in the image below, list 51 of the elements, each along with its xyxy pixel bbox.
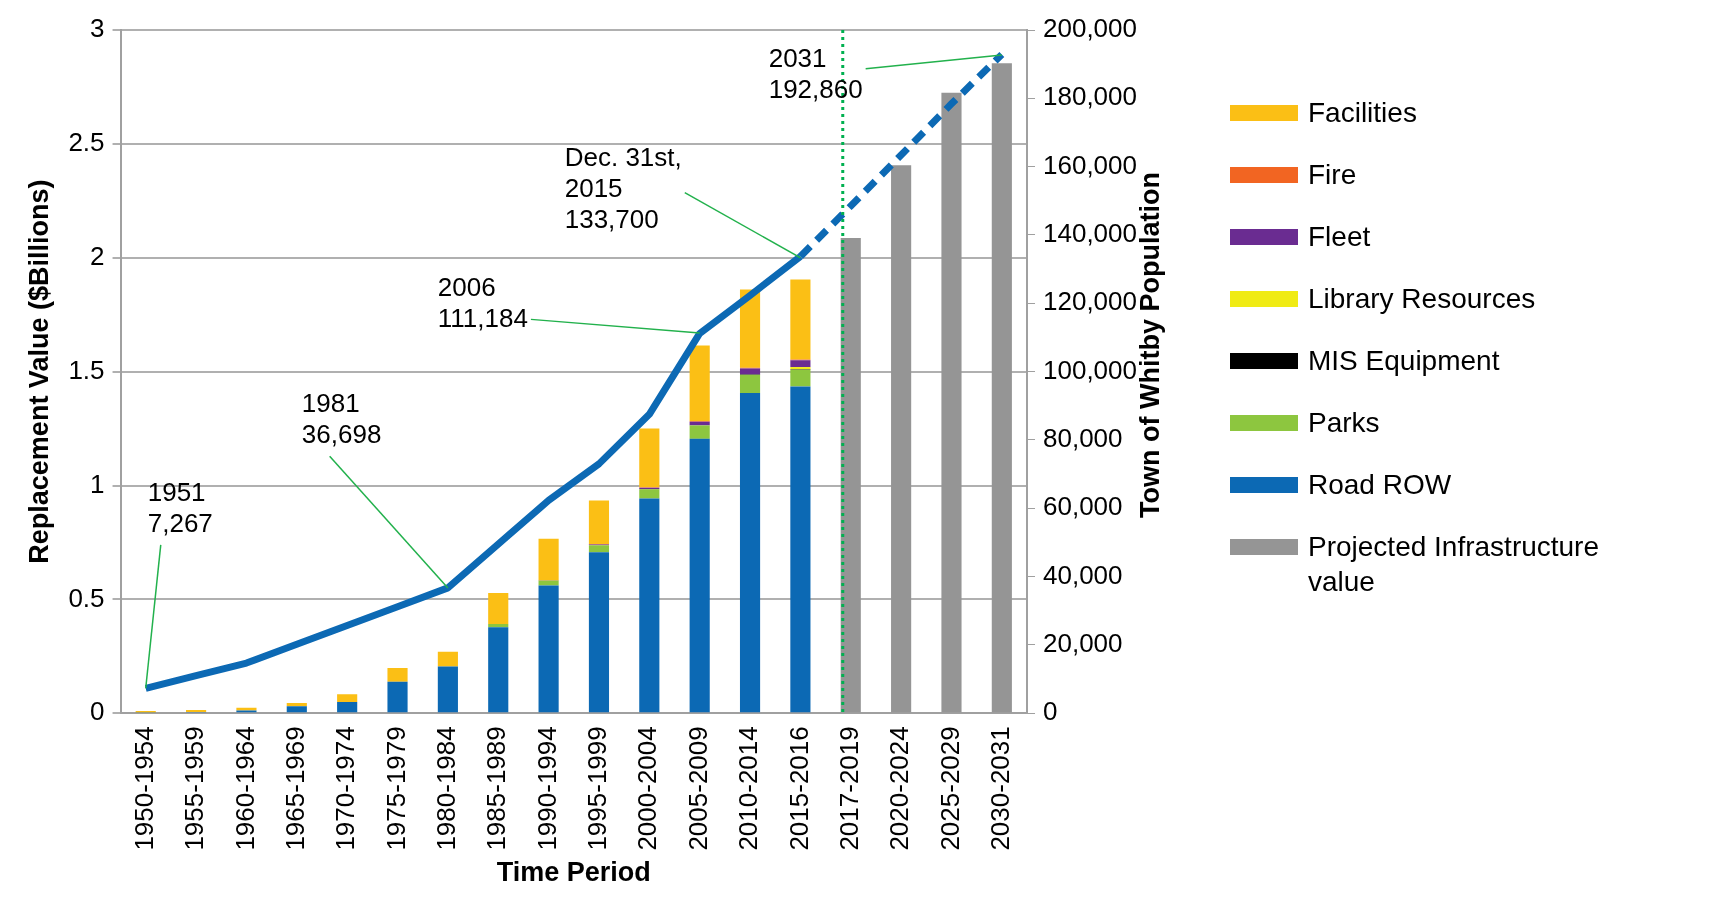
x-tick-label: 2017-2019 xyxy=(833,726,864,851)
y-tick-label: 2.5 xyxy=(68,127,105,158)
y2-tick-label: 0 xyxy=(1043,696,1058,727)
y-tick-label: 1 xyxy=(90,468,105,499)
y2-tick-label: 160,000 xyxy=(1043,149,1137,180)
x-tick-label: 1985-1989 xyxy=(481,726,512,851)
x-tick-label: 2030-2031 xyxy=(985,726,1016,851)
legend-label: Fleet xyxy=(1308,220,1371,254)
legend-label: MIS Equipment xyxy=(1308,344,1500,378)
y-tick-label: 1.5 xyxy=(68,354,105,385)
x-tick-label: 1970-1974 xyxy=(330,726,361,851)
legend-label: Road ROW xyxy=(1308,468,1452,502)
x-tick-label: 2005-2009 xyxy=(682,726,713,851)
x-tick-label: 2015-2016 xyxy=(783,726,814,851)
y2-tick-label: 100,000 xyxy=(1043,354,1137,385)
y-axis-title: Replacement Value ($Billions) xyxy=(23,179,54,564)
x-tick-label: 1990-1994 xyxy=(531,726,562,851)
annotation: Dec. 31st, 2015 133,700 xyxy=(564,142,682,235)
legend-label: Facilities xyxy=(1308,96,1417,130)
x-tick-label: 1950-1954 xyxy=(128,726,159,851)
annotation: 2031 192,860 xyxy=(768,43,863,105)
y2-tick-label: 80,000 xyxy=(1043,423,1123,454)
legend-label: Library Resources xyxy=(1308,282,1536,316)
x-tick-label: 1980-1984 xyxy=(431,726,462,851)
y-tick-label: 0 xyxy=(90,696,105,727)
legend-label: Projected Infrastructure value xyxy=(1308,530,1601,599)
y2-tick-label: 60,000 xyxy=(1043,491,1123,522)
y-tick-label: 2 xyxy=(90,240,105,271)
x-tick-label: 1975-1979 xyxy=(380,726,411,851)
y2-tick-label: 180,000 xyxy=(1043,81,1137,112)
annotation: 2006 111,184 xyxy=(437,272,528,334)
x-tick-label: 1960-1964 xyxy=(229,726,260,851)
x-axis-title: Time Period xyxy=(496,857,651,888)
x-tick-label: 1965-1969 xyxy=(279,726,310,851)
annotation: 1981 36,698 xyxy=(301,388,382,450)
x-tick-label: 1995-1999 xyxy=(582,726,613,851)
x-tick-label: 2000-2004 xyxy=(632,726,663,851)
y2-tick-label: 200,000 xyxy=(1043,13,1137,44)
y2-tick-label: 40,000 xyxy=(1043,559,1123,590)
x-tick-label: 1955-1959 xyxy=(179,726,210,851)
x-tick-label: 2025-2029 xyxy=(934,726,965,851)
legend-label: Parks xyxy=(1308,406,1380,440)
x-tick-label: 2010-2014 xyxy=(733,726,764,851)
y-tick-label: 0.5 xyxy=(68,582,105,613)
x-tick-label: 2020-2024 xyxy=(884,726,915,851)
y2-tick-label: 120,000 xyxy=(1043,286,1137,317)
y2-tick-label: 140,000 xyxy=(1043,218,1137,249)
legend-label: Fire xyxy=(1308,158,1357,192)
y-tick-label: 3 xyxy=(90,13,105,44)
annotation: 1951 7,267 xyxy=(147,477,213,539)
y2-tick-label: 20,000 xyxy=(1043,628,1123,659)
